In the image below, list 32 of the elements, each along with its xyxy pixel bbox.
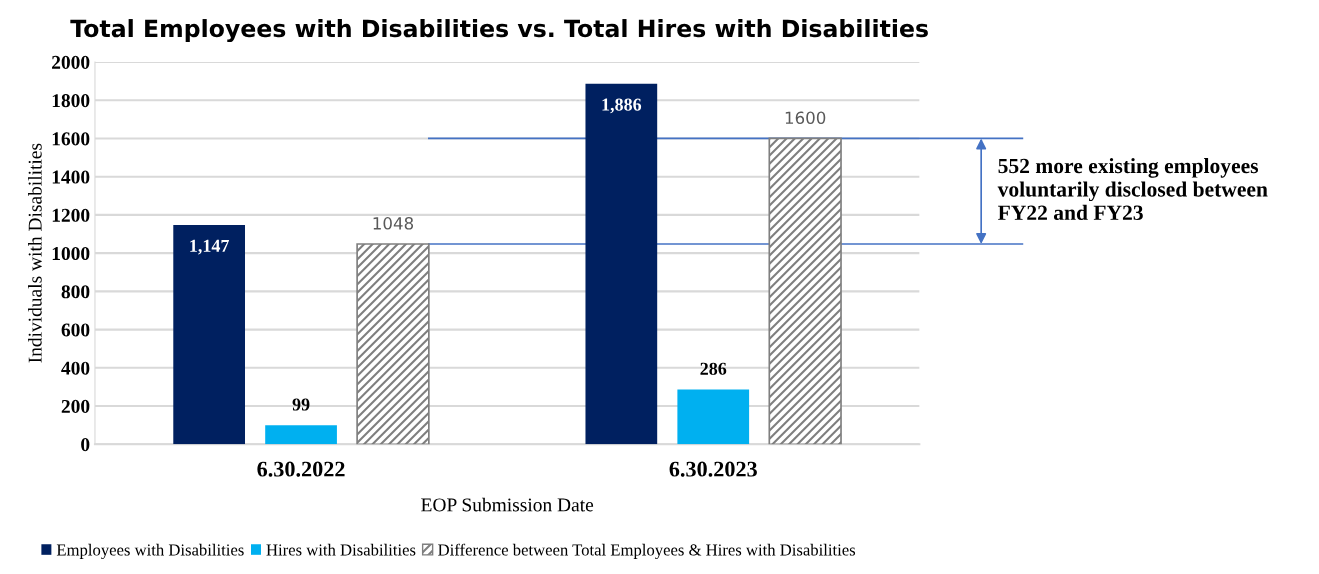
bar xyxy=(768,137,842,445)
data-label: 99 xyxy=(292,398,310,411)
legend-label: Employees with Disabilities xyxy=(56,543,244,559)
y-tick-label: 400 xyxy=(61,361,90,375)
legend-label: Difference between Total Employees & Hires with Disabilities xyxy=(438,543,856,559)
y-tick-label: 1800 xyxy=(52,94,90,108)
y-tick-label: 1400 xyxy=(52,170,90,184)
data-label: 1,147 xyxy=(190,239,230,255)
x-tick-label: 6.30.2022 xyxy=(257,461,345,477)
y-axis-title: Individuals with Disabilities xyxy=(28,143,42,363)
y-tick-label: 0 xyxy=(81,438,90,452)
chart-title: Total Employees with Disabilities vs. Total Hires with Disabilities xyxy=(70,19,928,43)
bar xyxy=(677,389,750,445)
x-tick-label: 6.30.2023 xyxy=(669,461,757,477)
y-tick-label: 2000 xyxy=(52,55,90,69)
x-axis-title: EOP Submission Date xyxy=(421,497,594,512)
bar xyxy=(356,243,430,445)
data-label: 1048 xyxy=(373,217,414,230)
data-label: 1600 xyxy=(785,111,826,125)
data-label: 286 xyxy=(700,362,727,375)
bar xyxy=(173,225,245,445)
bar xyxy=(265,425,337,445)
y-tick-label: 1200 xyxy=(52,208,90,222)
legend-label: Hires with Disabilities xyxy=(266,543,416,556)
y-tick-label: 1600 xyxy=(52,132,90,146)
bar xyxy=(585,83,658,445)
y-tick-label: 1000 xyxy=(52,246,90,261)
data-label: 1,886 xyxy=(602,98,642,114)
y-tick-label: 200 xyxy=(61,399,90,413)
y-tick-label: 600 xyxy=(61,323,90,337)
text: 552 more existing employees voluntarily disclosed between FY22 and FY23 xyxy=(997,158,1268,220)
y-tick-label: 800 xyxy=(61,285,90,299)
